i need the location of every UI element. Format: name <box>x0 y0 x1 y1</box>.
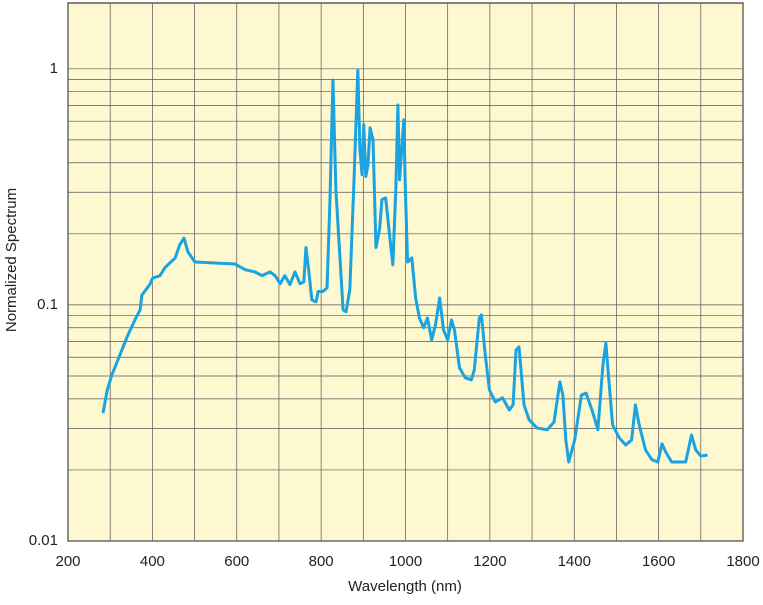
x-tick-label: 600 <box>224 553 249 570</box>
x-tick-label: 1600 <box>642 553 675 570</box>
x-tick-label: 200 <box>55 553 80 570</box>
x-tick-label: 1000 <box>389 553 422 570</box>
data-line <box>101 68 708 464</box>
x-tick-label: 400 <box>140 553 165 570</box>
x-tick-label: 800 <box>309 553 334 570</box>
x-tick-label: 1200 <box>473 553 506 570</box>
y-axis-label: Normalized Spectrum <box>3 188 20 332</box>
y-tick-label: 1 <box>50 60 58 77</box>
x-axis-label: Wavelength (nm) <box>348 578 462 595</box>
y-tick-label: 0.01 <box>29 532 58 549</box>
y-tick-label: 0.1 <box>37 296 58 313</box>
x-tick-label: 1800 <box>726 553 759 570</box>
x-tick-label: 1400 <box>558 553 591 570</box>
